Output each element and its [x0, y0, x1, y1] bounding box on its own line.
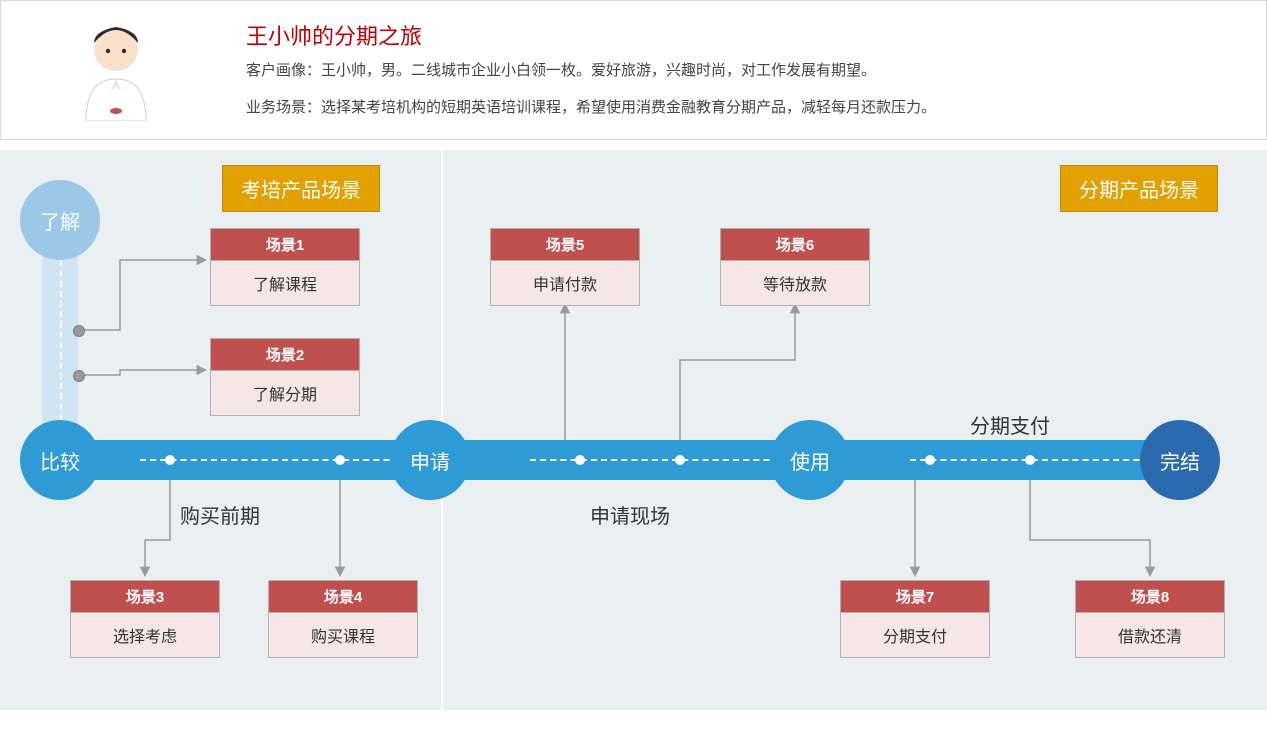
scene-body: 分期支付 [841, 613, 989, 657]
stage-label: 了解 [40, 206, 80, 235]
profile-label: 客户画像： [246, 62, 321, 79]
bar-dash-1 [140, 459, 430, 461]
section-badge-right: 分期产品场景 [1060, 165, 1218, 212]
stage-label: 使用 [790, 446, 830, 475]
header-scenario: 业务场景：选择某考培机构的短期英语培训课程，希望使用消费金融教育分期产品，减轻每… [246, 96, 936, 117]
stage-label: 申请 [410, 446, 450, 475]
avatar-icon [76, 21, 156, 121]
profile-text: 王小帅，男。二线城市企业小白领一枚。爱好旅游，兴趣时尚，对工作发展有期望。 [321, 62, 876, 79]
stage-label: 完结 [1160, 446, 1200, 475]
bar-dash-2 [530, 459, 810, 461]
stage-complete: 完结 [1140, 420, 1220, 500]
stage-learn: 了解 [20, 180, 100, 260]
scene-body: 申请付款 [491, 261, 639, 305]
header-profile: 客户画像：王小帅，男。二线城市企业小白领一枚。爱好旅游，兴趣时尚，对工作发展有期… [246, 59, 876, 80]
scene-2: 场景2 了解分期 [210, 338, 360, 416]
bar-dot [335, 455, 345, 465]
scene-8: 场景8 借款还清 [1075, 580, 1225, 658]
scene-header: 场景5 [491, 229, 639, 261]
page: 王小帅的分期之旅 客户画像：王小帅，男。二线城市企业小白领一枚。爱好旅游，兴趣时… [0, 0, 1267, 732]
bar-dot [1025, 455, 1035, 465]
scene-1: 场景1 了解课程 [210, 228, 360, 306]
scene-3: 场景3 选择考虑 [70, 580, 220, 658]
scene-body: 购买课程 [269, 613, 417, 657]
scene-header: 场景1 [211, 229, 359, 261]
scene-header: 场景4 [269, 581, 417, 613]
scene-body: 了解课程 [211, 261, 359, 305]
bar-dot [675, 455, 685, 465]
scene-body: 选择考虑 [71, 613, 219, 657]
section-badge-left: 考培产品场景 [222, 165, 380, 212]
bar-dot [925, 455, 935, 465]
scene-body: 了解分期 [211, 371, 359, 415]
bar-dot [165, 455, 175, 465]
stage-apply: 申请 [390, 420, 470, 500]
stage-use: 使用 [770, 420, 850, 500]
scene-6: 场景6 等待放款 [720, 228, 870, 306]
scene-7: 场景7 分期支付 [840, 580, 990, 658]
scene-5: 场景5 申请付款 [490, 228, 640, 306]
scene-body: 等待放款 [721, 261, 869, 305]
stage-label: 比较 [40, 446, 80, 475]
connector-node [73, 370, 85, 382]
phase-label-apply: 申请现场 [590, 500, 670, 529]
header-title: 王小帅的分期之旅 [246, 19, 422, 51]
scene-header: 场景2 [211, 339, 359, 371]
scene-header: 场景6 [721, 229, 869, 261]
scene-header: 场景7 [841, 581, 989, 613]
header-box: 王小帅的分期之旅 客户画像：王小帅，男。二线城市企业小白领一枚。爱好旅游，兴趣时… [0, 0, 1267, 140]
timeline-bar [60, 440, 1180, 480]
scenario-text: 选择某考培机构的短期英语培训课程，希望使用消费金融教育分期产品，减轻每月还款压力… [321, 99, 936, 116]
stage-compare: 比较 [20, 420, 100, 500]
scenario-label: 业务场景： [246, 99, 321, 116]
stage-vertical-dash [60, 250, 62, 430]
phase-label-buy: 购买前期 [180, 500, 260, 529]
scene-body: 借款还清 [1076, 613, 1224, 657]
phase-label-pay: 分期支付 [970, 410, 1050, 439]
bar-dot [575, 455, 585, 465]
scene-header: 场景8 [1076, 581, 1224, 613]
scene-4: 场景4 购买课程 [268, 580, 418, 658]
connector-node [73, 325, 85, 337]
scene-header: 场景3 [71, 581, 219, 613]
